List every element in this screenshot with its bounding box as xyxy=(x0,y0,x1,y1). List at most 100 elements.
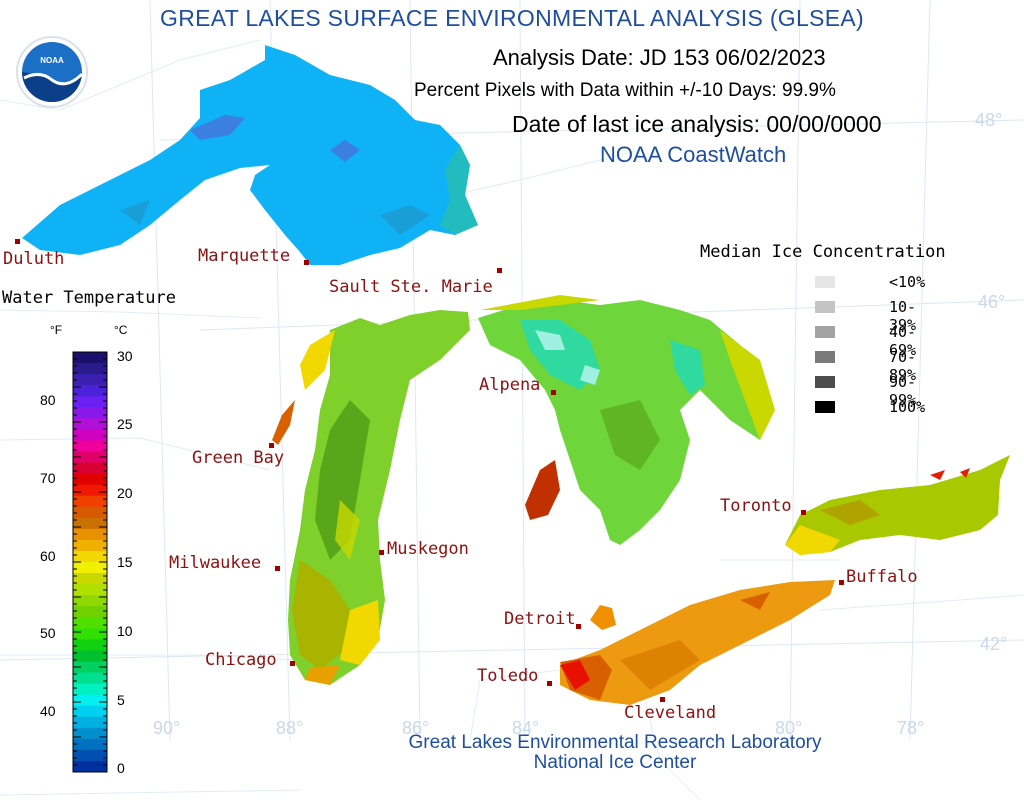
city-detroit: Detroit xyxy=(504,609,576,629)
lake-st-clair xyxy=(590,605,616,630)
colorbar-segment xyxy=(73,550,107,563)
lat-46-label: 46° xyxy=(978,292,1006,312)
ice-swatch xyxy=(815,301,835,313)
water-temp-title: Water Temperature xyxy=(2,288,176,308)
colorbar-segment xyxy=(73,506,107,519)
colorbar-segment xyxy=(73,418,107,430)
lon-86-label: 86° xyxy=(402,718,430,738)
milwaukee-marker xyxy=(275,566,280,571)
city-milwaukee: Milwaukee xyxy=(169,553,262,573)
colorbar-segment xyxy=(73,694,107,707)
ice-label: 10-39% xyxy=(889,298,917,334)
alpena-marker xyxy=(551,390,556,395)
duluth-marker xyxy=(15,239,20,244)
colorbar-segment xyxy=(73,650,107,662)
green-bay-marker xyxy=(269,443,274,448)
lake-michigan xyxy=(272,310,470,685)
ice-swatch xyxy=(815,326,835,338)
fahrenheit-unit: °F xyxy=(50,323,63,337)
f-tick: 40 xyxy=(40,703,56,719)
ice-label: 40-69% xyxy=(889,323,917,359)
colorbar-segment xyxy=(73,573,107,585)
city-marquette: Marquette xyxy=(198,246,291,266)
ice-label: 90-99% xyxy=(889,373,917,409)
colorbar-segment xyxy=(73,374,107,386)
city-toronto: Toronto xyxy=(720,496,792,516)
c-tick: 10 xyxy=(117,623,133,639)
colorbar-segment xyxy=(73,628,107,640)
colorbar-segment xyxy=(73,683,107,696)
city-green-bay: Green Bay xyxy=(192,448,285,468)
credit-nic: National Ice Center xyxy=(533,752,697,773)
temperature-colorbar xyxy=(72,351,108,773)
toronto-marker xyxy=(801,510,806,515)
cleveland-marker xyxy=(660,697,665,702)
colorbar-segment xyxy=(73,639,107,651)
c-tick: 5 xyxy=(117,692,125,708)
colorbar-segment xyxy=(73,562,107,574)
ice-label: 70-89% xyxy=(889,348,917,384)
lon-90-label: 90° xyxy=(153,718,181,738)
celsius-unit: °C xyxy=(114,323,128,337)
lon-78-label: 78° xyxy=(897,718,925,738)
colorbar-segment xyxy=(73,517,107,530)
colorbar-segment xyxy=(73,595,107,607)
lake-erie xyxy=(560,580,835,705)
f-tick: 80 xyxy=(40,392,56,408)
c-tick: 25 xyxy=(117,416,133,432)
chicago-marker xyxy=(290,661,295,666)
colorbar-segment xyxy=(73,407,107,419)
colorbar-segment xyxy=(73,429,107,441)
colorbar-segment xyxy=(73,727,107,740)
ice-label: 100% xyxy=(889,398,926,416)
detroit-marker xyxy=(576,624,581,629)
c-tick: 30 xyxy=(117,348,133,364)
lake-ontario xyxy=(785,455,1010,555)
ice-swatch xyxy=(815,376,835,388)
colorbar-segment xyxy=(73,749,107,762)
colorbar-segment xyxy=(73,760,107,773)
muskegon-marker xyxy=(379,550,384,555)
colorbar-segment xyxy=(73,705,107,718)
ice-label: <10% xyxy=(889,273,926,291)
percent-pixels: Percent Pixels with Data within +/-10 Da… xyxy=(414,80,836,101)
sault-marker xyxy=(497,268,502,273)
colorbar-segment xyxy=(73,473,107,486)
colorbar-segment xyxy=(73,451,107,464)
colorbar-segment xyxy=(73,495,107,508)
c-tick: 20 xyxy=(117,485,133,501)
source-label: NOAA CoastWatch xyxy=(600,142,787,167)
lake-superior xyxy=(22,45,478,265)
credit-glerl: Great Lakes Environmental Research Labor… xyxy=(408,732,822,753)
analysis-date: Analysis Date: JD 153 06/02/2023 xyxy=(493,45,826,70)
colorbar-segment xyxy=(73,738,107,751)
c-tick: 0 xyxy=(117,760,125,776)
noaa-logo: NOAA xyxy=(16,36,88,108)
city-chicago: Chicago xyxy=(205,650,277,670)
colorbar-segment xyxy=(73,606,107,618)
lon-80-label: 80° xyxy=(775,718,803,738)
city-cleveland: Cleveland xyxy=(624,703,717,723)
city-sault-ste-marie: Sault Ste. Marie xyxy=(329,277,493,297)
colorbar-segment xyxy=(73,672,107,685)
f-tick: 70 xyxy=(40,470,56,486)
city-duluth: Duluth xyxy=(3,249,65,269)
city-buffalo: Buffalo xyxy=(846,567,918,587)
toledo-marker xyxy=(547,681,552,686)
ice-swatch xyxy=(815,401,835,413)
colorbar-segment xyxy=(73,363,107,375)
colorbar-segment xyxy=(73,661,107,674)
lat-48-label: 48° xyxy=(975,110,1003,130)
colorbar-segment xyxy=(73,539,107,552)
ice-swatch xyxy=(815,351,835,363)
lat-42-label: 42° xyxy=(980,634,1008,654)
city-alpena: Alpena xyxy=(479,375,541,395)
colorbar-segment xyxy=(73,462,107,475)
buffalo-marker xyxy=(839,580,844,585)
map-title: GREAT LAKES SURFACE ENVIRONMENTAL ANALYS… xyxy=(160,5,864,31)
colorbar-segment xyxy=(73,385,107,397)
colorbar-segment xyxy=(73,484,107,497)
c-tick: 15 xyxy=(117,554,133,570)
lon-88-label: 88° xyxy=(276,718,304,738)
